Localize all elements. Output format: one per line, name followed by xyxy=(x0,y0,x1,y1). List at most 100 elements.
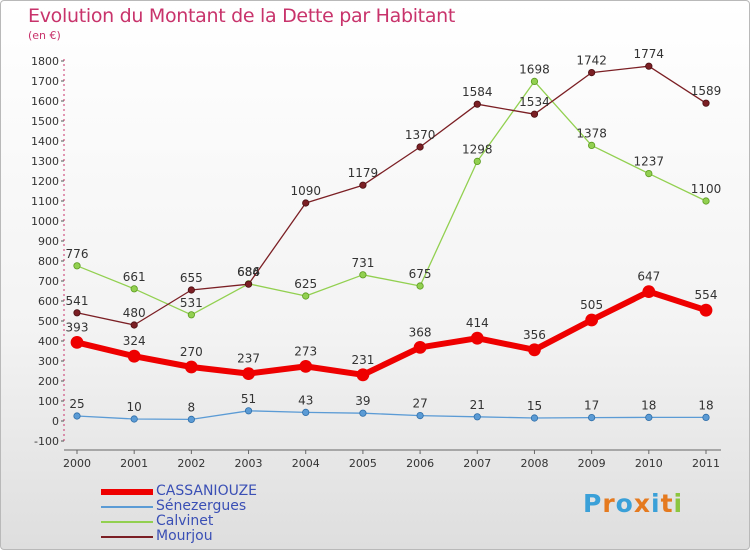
x-tick-label: 2006 xyxy=(406,457,434,470)
data-label: 531 xyxy=(180,296,203,310)
y-tick-label: 500 xyxy=(38,315,59,328)
data-point xyxy=(588,413,596,422)
data-point xyxy=(70,335,84,349)
x-tick-label: 2003 xyxy=(235,457,263,470)
logo-letter: o xyxy=(615,489,634,518)
data-point xyxy=(184,360,198,374)
logo-letter: i xyxy=(673,489,684,518)
data-label: 324 xyxy=(123,334,146,348)
series-line-sénezergues xyxy=(76,410,706,421)
data-point xyxy=(416,282,424,290)
logo-letter: i xyxy=(651,489,661,518)
data-point xyxy=(588,69,596,77)
data-label: 480 xyxy=(123,306,146,320)
data-point xyxy=(73,412,81,420)
y-tick-label: 0 xyxy=(52,415,59,428)
y-tick-label: 300 xyxy=(38,355,59,368)
legend-label: Calvinet xyxy=(156,513,214,529)
data-point xyxy=(528,343,541,357)
data-label: 21 xyxy=(470,398,485,412)
y-tick-label: 1300 xyxy=(31,155,59,168)
data-label: 1534 xyxy=(519,95,550,109)
x-tick-label: 2010 xyxy=(635,457,663,470)
y-tick-label: 1600 xyxy=(31,95,59,108)
data-label: 1378 xyxy=(576,126,607,140)
y-tick-label: 1400 xyxy=(31,135,59,148)
data-point xyxy=(242,367,255,381)
data-point xyxy=(130,285,138,293)
data-label: 18 xyxy=(698,398,713,412)
legend-label: Sénezergues xyxy=(156,498,247,514)
data-point xyxy=(130,321,138,329)
y-tick-label: 600 xyxy=(38,295,59,308)
data-point xyxy=(73,262,81,270)
data-point xyxy=(416,411,424,420)
x-tick-label: 2000 xyxy=(63,457,91,470)
data-label: 625 xyxy=(294,277,317,291)
series-line-mourjou xyxy=(76,65,707,326)
data-label: 237 xyxy=(237,352,260,366)
data-point xyxy=(244,407,253,415)
data-point xyxy=(413,340,427,354)
data-label: 393 xyxy=(66,320,89,334)
y-tick-label: 800 xyxy=(38,255,59,268)
data-label: 554 xyxy=(695,288,718,302)
data-label: 231 xyxy=(351,353,374,367)
legend-swatch xyxy=(101,506,153,508)
data-point xyxy=(473,100,481,108)
x-tick-label: 2002 xyxy=(177,457,205,470)
data-label: 661 xyxy=(123,270,146,284)
data-label: 39 xyxy=(355,394,370,408)
data-label: 273 xyxy=(294,344,317,358)
data-label: 15 xyxy=(527,399,542,413)
data-label: 731 xyxy=(351,256,374,270)
logo-letter: t xyxy=(660,489,674,518)
x-tick-label: 2009 xyxy=(578,457,606,470)
data-label: 25 xyxy=(69,397,84,411)
data-point xyxy=(130,415,138,423)
data-label: 43 xyxy=(298,393,313,407)
data-label: 368 xyxy=(409,325,432,339)
y-tick-label: 400 xyxy=(38,335,59,348)
data-label: 8 xyxy=(188,400,196,414)
data-label: 505 xyxy=(580,298,603,312)
x-tick-label: 2011 xyxy=(692,457,720,470)
data-label: 541 xyxy=(66,294,89,308)
y-tick-label: 900 xyxy=(38,235,59,248)
data-label: 1584 xyxy=(462,85,493,99)
y-tick-label: 100 xyxy=(38,395,59,408)
data-label: 1370 xyxy=(405,128,436,142)
data-label: 1100 xyxy=(691,182,722,196)
x-tick-label: 2001 xyxy=(120,457,148,470)
data-point xyxy=(645,413,653,421)
x-tick-label: 2007 xyxy=(463,457,491,470)
data-point xyxy=(642,285,656,299)
data-point xyxy=(302,199,310,207)
data-label: 10 xyxy=(127,400,142,414)
data-point xyxy=(356,368,370,382)
legend-swatch xyxy=(101,489,153,495)
data-label: 1237 xyxy=(634,155,665,169)
data-point xyxy=(588,141,596,149)
legend-swatch xyxy=(101,521,153,523)
data-point xyxy=(244,280,253,288)
data-point xyxy=(359,181,367,189)
data-label: 655 xyxy=(180,271,203,285)
data-point xyxy=(73,309,81,317)
data-label: 1179 xyxy=(348,166,379,180)
data-point xyxy=(702,413,710,421)
x-tick-label: 2005 xyxy=(349,457,377,470)
data-point xyxy=(645,62,653,70)
data-point xyxy=(302,408,310,416)
data-point xyxy=(187,311,195,319)
data-point xyxy=(530,77,539,86)
y-tick-label: 700 xyxy=(38,275,59,288)
logo-letter: P xyxy=(583,489,603,518)
data-point xyxy=(127,349,141,363)
data-point xyxy=(530,110,539,118)
data-label: 647 xyxy=(637,270,660,284)
data-point xyxy=(473,413,481,421)
data-point xyxy=(585,313,599,327)
